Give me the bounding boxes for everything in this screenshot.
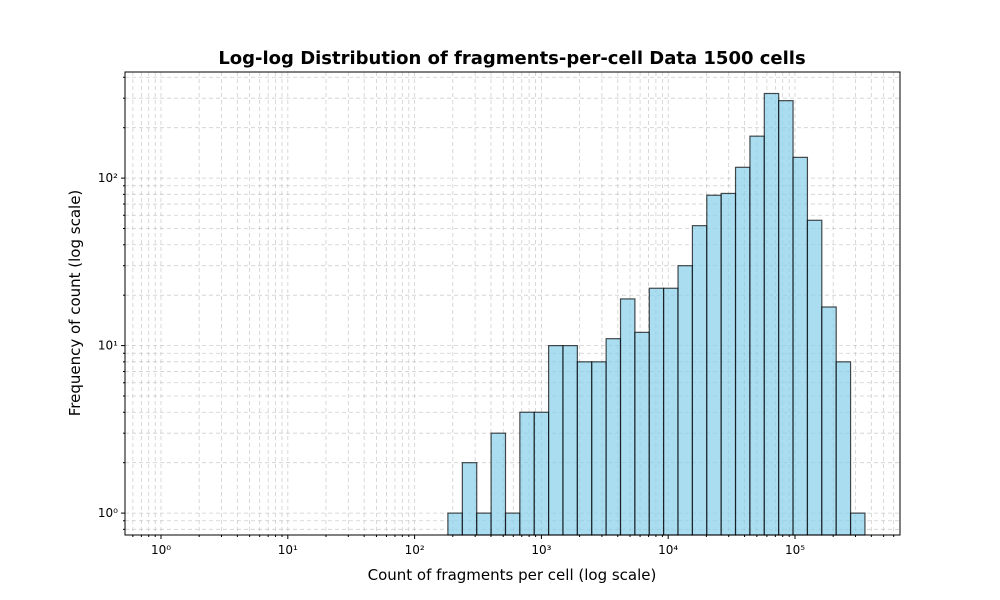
- x-tick-label: 10³: [531, 543, 551, 557]
- plot-frame: [124, 71, 901, 536]
- bar: [548, 345, 564, 536]
- bar: [720, 192, 737, 536]
- bar: [476, 512, 492, 536]
- bar: [763, 92, 780, 536]
- bar: [663, 287, 679, 536]
- bar: [519, 411, 535, 536]
- bar: [734, 166, 751, 536]
- chart-title: Log-log Distribution of fragments-per-ce…: [218, 48, 805, 69]
- x-tick-label: 10⁰: [151, 543, 171, 557]
- bar: [691, 225, 708, 536]
- x-tick-label: 10⁵: [785, 543, 805, 557]
- bar: [634, 331, 650, 536]
- bar: [806, 219, 823, 536]
- y-tick-label: 10¹: [98, 339, 118, 353]
- x-axis-label: Count of fragments per cell (log scale): [368, 566, 657, 584]
- x-tick-label: 10¹: [278, 543, 298, 557]
- bar: [821, 306, 837, 536]
- bar: [605, 338, 622, 536]
- y-tick-label: 10⁰: [98, 506, 118, 520]
- bar: [490, 432, 507, 536]
- x-tick-label: 10²: [405, 543, 425, 557]
- bar: [562, 345, 578, 536]
- bar: [576, 361, 593, 536]
- bar: [835, 361, 852, 536]
- bar: [591, 361, 607, 536]
- bar: [461, 462, 478, 536]
- bar: [619, 298, 636, 536]
- y-axis-label: Frequency of count (log scale): [66, 190, 84, 417]
- y-tick-label: 10²: [98, 171, 118, 185]
- bar: [533, 411, 550, 536]
- bar: [648, 287, 665, 536]
- x-tick-label: 10⁴: [658, 543, 678, 557]
- bar: [706, 194, 722, 536]
- bar: [749, 135, 765, 536]
- bar: [504, 512, 521, 536]
- bar: [778, 100, 794, 536]
- bar: [792, 156, 809, 536]
- bar: [677, 265, 694, 536]
- bar: [849, 512, 866, 536]
- bar: [447, 512, 463, 536]
